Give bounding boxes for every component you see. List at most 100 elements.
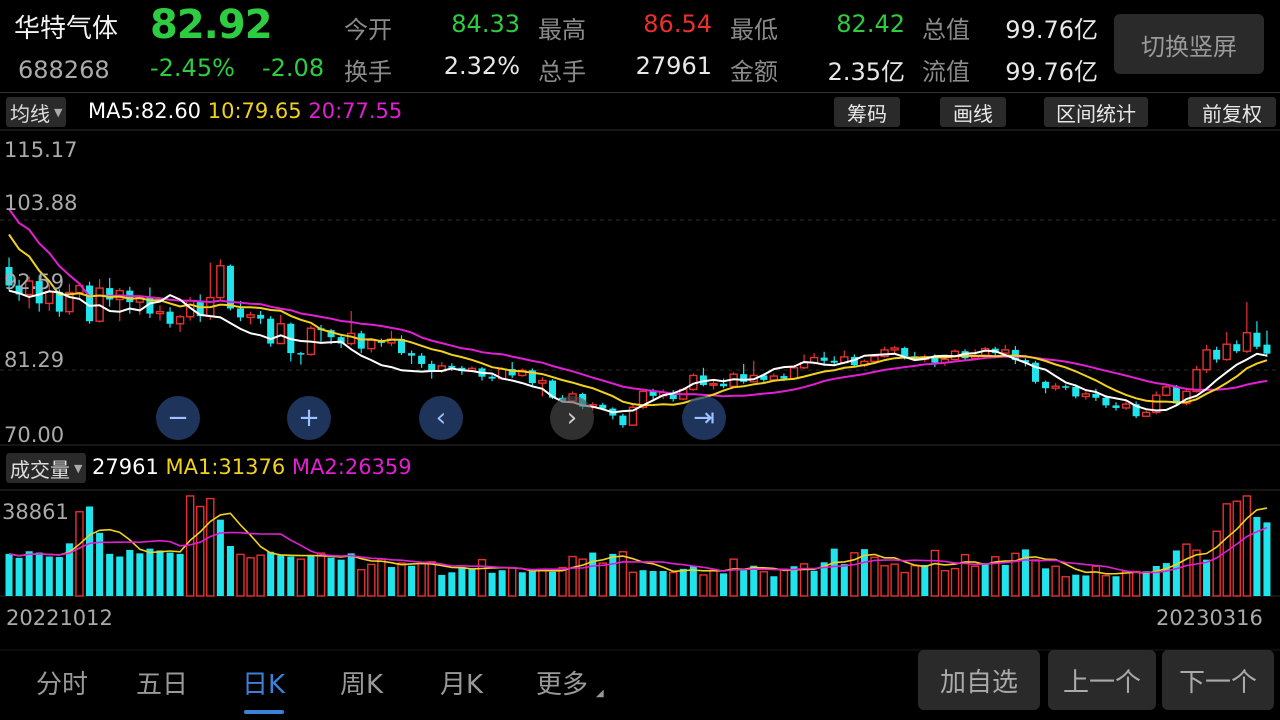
tab-weekly-k[interactable]: 周K <box>340 670 384 700</box>
price-axis-label: 92.59 <box>4 270 65 294</box>
candle <box>1263 330 1271 357</box>
tab-more[interactable]: 更多 <box>536 670 589 700</box>
volume-bar <box>740 568 748 596</box>
candle <box>709 379 718 390</box>
tab-intraday[interactable]: 分时 <box>36 670 89 700</box>
volume-bar <box>226 545 234 596</box>
low-label: 最低 <box>730 16 778 44</box>
chevron-right-icon[interactable]: › <box>550 396 594 440</box>
range-stats-button[interactable]: 区间统计 <box>1044 97 1148 127</box>
volume-bar <box>327 557 335 596</box>
candle-body <box>166 311 174 324</box>
next-stock-button[interactable]: 下一个 <box>1162 650 1274 710</box>
candle <box>1242 302 1252 354</box>
volume-bar <box>45 556 53 596</box>
volume-bar <box>1031 559 1040 597</box>
candle-body <box>1152 394 1161 414</box>
candle-body <box>267 318 275 344</box>
volume-bar <box>729 558 738 597</box>
previous-stock-button[interactable]: 上一个 <box>1048 650 1156 710</box>
candle <box>1081 391 1091 400</box>
chevron-left-icon[interactable]: ‹ <box>419 396 463 440</box>
candle-body <box>1202 349 1211 371</box>
volume-bar <box>709 569 718 597</box>
candle <box>1001 344 1010 355</box>
candle <box>428 360 436 379</box>
candle <box>1112 402 1120 411</box>
ma-legend: MA5:82.60 10:79.65 20:77.55 <box>88 99 402 123</box>
header-divider <box>0 92 1280 93</box>
candle-body <box>1172 386 1180 404</box>
candle-body <box>880 349 889 358</box>
volume-bar <box>1112 576 1120 596</box>
volume-bar <box>166 552 174 596</box>
candle-body <box>1192 368 1201 393</box>
volume-bar <box>850 552 859 597</box>
zoom-in-icon[interactable]: + <box>287 396 331 440</box>
volume-bar <box>116 556 124 596</box>
candle <box>166 307 174 328</box>
volume-bar <box>699 574 708 597</box>
stock-name: 华特气体 <box>14 14 119 44</box>
ma10-value: 10:79.65 <box>207 99 302 123</box>
volume-bar <box>86 506 94 596</box>
volume-bar <box>538 570 547 597</box>
volume-bar <box>930 549 940 597</box>
candle-body <box>830 360 838 363</box>
dropdown-caret-icon: ▼ <box>74 461 83 475</box>
volume-bar <box>649 570 657 596</box>
candle <box>890 346 899 354</box>
candle <box>216 259 225 301</box>
candle <box>518 368 527 377</box>
candle <box>15 279 23 301</box>
chips-button[interactable]: 筹码 <box>834 97 900 127</box>
candle <box>669 390 677 402</box>
volume-bar <box>790 566 798 596</box>
zoom-out-icon[interactable]: − <box>156 396 200 440</box>
volume-dropdown[interactable]: 成交量 ▼ <box>6 453 87 483</box>
skip-end-icon[interactable]: ⇥ <box>682 396 726 440</box>
volume-ma2-line <box>8 526 1268 574</box>
volume-axis-max: 38861 <box>2 500 69 524</box>
ma-dropdown[interactable]: 均线 ▼ <box>6 97 67 127</box>
market-cap-value: 99.76亿 <box>1005 16 1098 44</box>
volume-bar <box>779 568 789 597</box>
candle-body <box>1072 386 1080 397</box>
volume-bar <box>1263 522 1271 596</box>
candle-body <box>890 347 899 351</box>
tab-five-day[interactable]: 五日 <box>136 670 189 700</box>
candle-body <box>488 376 496 379</box>
tab-monthly-k[interactable]: 月K <box>440 670 484 700</box>
candle <box>820 351 828 366</box>
more-caret-icon: ◢ <box>596 688 604 699</box>
volume-bars <box>5 495 1271 597</box>
total-volume-value: 27961 <box>635 52 712 80</box>
candle <box>538 377 547 397</box>
market-cap-label: 总值 <box>922 16 970 44</box>
candle <box>1222 332 1231 361</box>
ma20-value: 20:77.55 <box>308 99 403 123</box>
volume-bar <box>1192 549 1201 597</box>
candle <box>1092 388 1100 401</box>
volume-bar <box>1011 552 1020 597</box>
add-watchlist-button[interactable]: 加自选 <box>918 650 1040 710</box>
volume-bar <box>940 570 950 597</box>
ma10-line <box>8 233 1268 407</box>
candle-body <box>1092 393 1100 398</box>
volume-bar <box>15 557 23 596</box>
switch-portrait-button[interactable]: 切换竖屏 <box>1114 14 1264 74</box>
volume-bar <box>991 556 1000 597</box>
volume-bar <box>136 553 144 596</box>
volume-bar <box>146 548 154 596</box>
candle <box>628 404 638 426</box>
candle-body <box>175 316 185 325</box>
draw-line-button[interactable]: 画线 <box>940 97 1006 127</box>
volume-bar <box>548 571 556 596</box>
volume-bar <box>287 556 295 596</box>
tab-daily-k[interactable]: 日K <box>242 670 286 700</box>
candle-body <box>649 391 657 396</box>
forward-adjust-button[interactable]: 前复权 <box>1188 97 1276 127</box>
price-axis-label: 81.29 <box>4 348 65 372</box>
candle-body <box>1263 344 1271 354</box>
